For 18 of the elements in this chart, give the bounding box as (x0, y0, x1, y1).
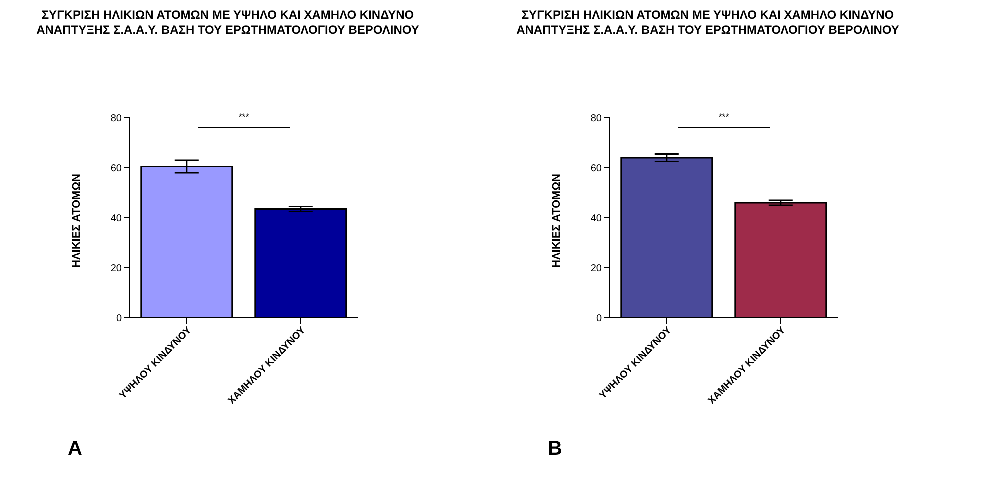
chart-title: ΣΥΓΚΡΙΣΗ ΗΛΙΚΙΩΝ ΑΤΟΜΩΝ ΜΕ ΥΨΗΛΟ ΚΑΙ ΧΑΜΗΛΟ ΚΙΝΔΥΝΟ ΑΝΑΠΤΥΞΗΣ Σ.Α.Α.Υ. ΒΑΣΗ ΤΟΥ ΕΡΩΤΗΜΑΤΟΛΟΓΙΟΥ ΒΕΡΟΛΙΝΟΥ (516, 8, 900, 38)
y-tick-label: 80 (590, 114, 602, 125)
y-tick-label: 80 (110, 114, 122, 125)
annotation: *** (718, 112, 730, 122)
annotation: *** (238, 112, 250, 122)
y-tick-label: 20 (110, 264, 122, 275)
y-axis-title: ΗΛΙΚΙΕΣ ΑΤΟΜΩΝ (550, 174, 563, 268)
y-tick-label: 0 (116, 314, 122, 325)
chart-title: ΣΥΓΚΡΙΣΗ ΗΛΙΚΙΩΝ ΑΤΟΜΩΝ ΜΕ ΥΨΗΛΟ ΚΑΙ ΧΑΜΗΛΟ ΚΙΝΔΥΝΟ ΑΝΑΠΤΥΞΗΣ Σ.Α.Α.Υ. ΒΑΣΗ ΤΟΥ ΕΡΩΤΗΜΑΤΟΛΟΓΙΟΥ ΒΕΡΟΛΙΝΟΥ (36, 8, 420, 38)
y-tick-label: 60 (590, 164, 602, 175)
y-tick-label: 40 (110, 214, 122, 225)
y-axis-title: ΗΛΙΚΙΕΣ ΑΤΟΜΩΝ (70, 174, 83, 268)
text: B (548, 438, 562, 461)
y-tick-label: 0 (596, 314, 602, 325)
y-tick-label: 60 (110, 164, 122, 175)
y-tick-label: 20 (590, 264, 602, 275)
y-tick-label: 40 (590, 214, 602, 225)
text: A (68, 438, 82, 461)
